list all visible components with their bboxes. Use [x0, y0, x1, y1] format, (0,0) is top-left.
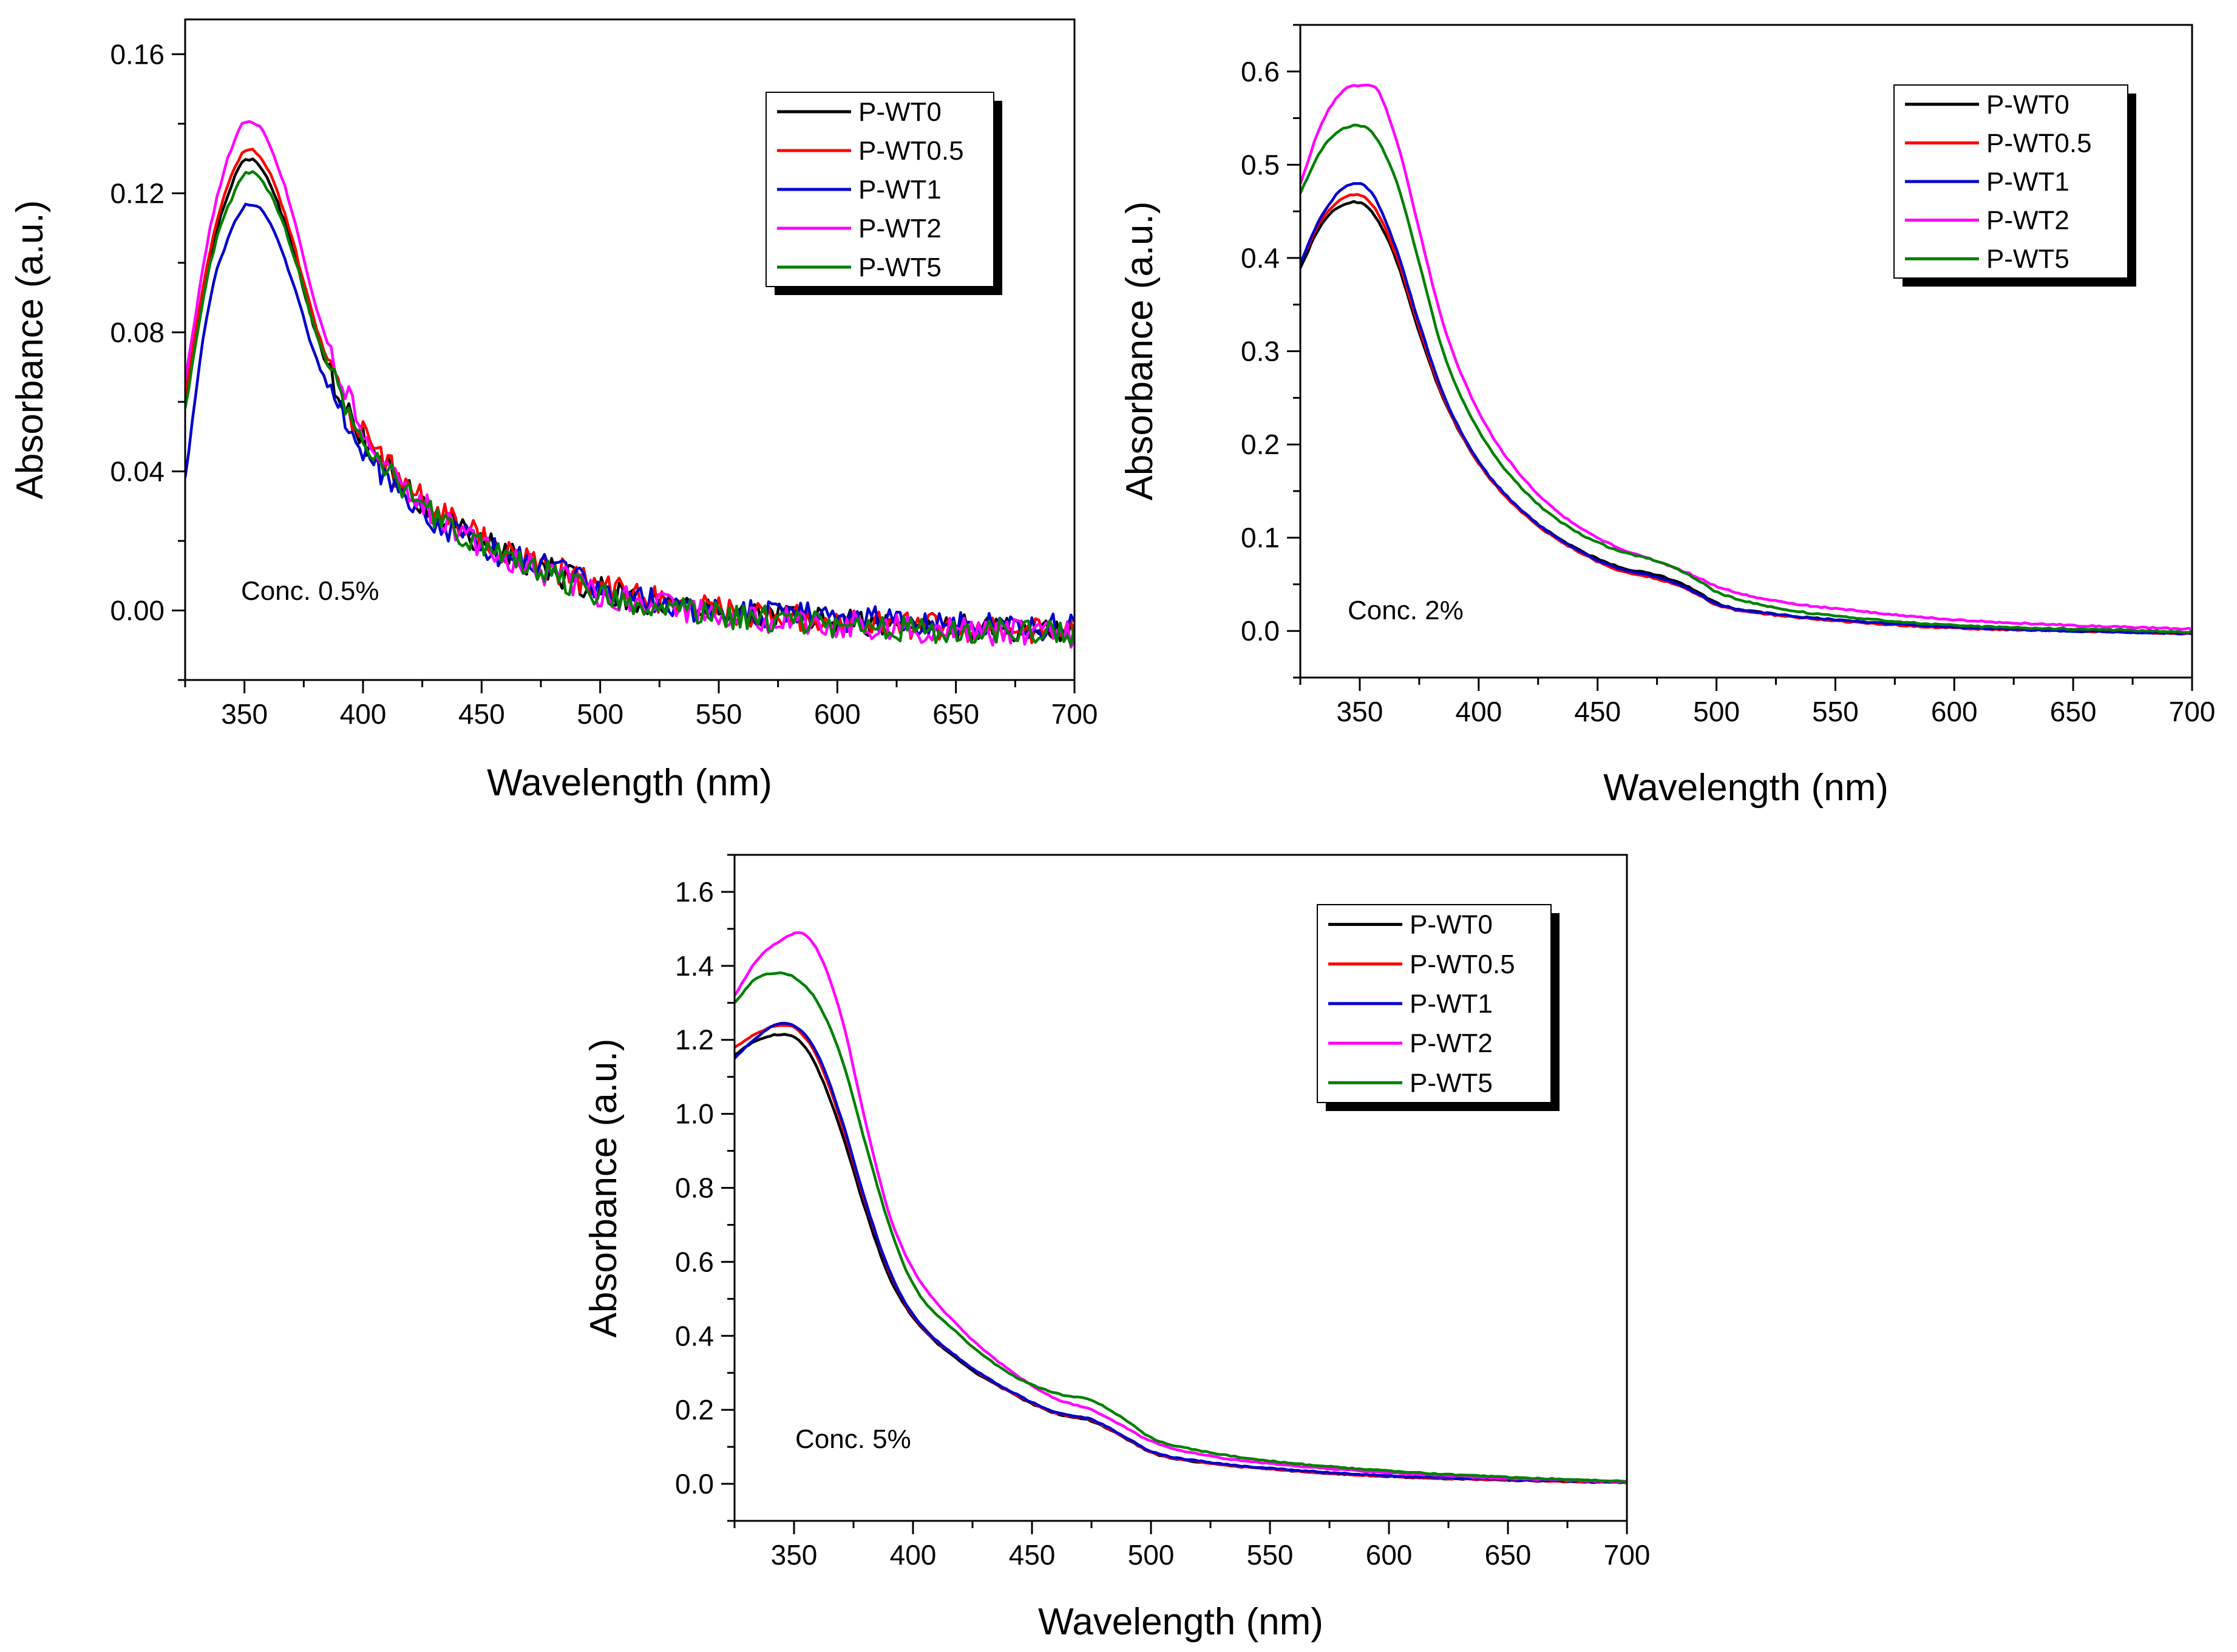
- x-tick-label: 600: [1366, 1539, 1413, 1571]
- legend-box: [765, 92, 994, 287]
- y-tick-label: 0.1: [1241, 522, 1280, 554]
- x-tick-label: 450: [458, 698, 505, 730]
- legend-label: P-WT5: [858, 253, 942, 282]
- y-axis-title: Absorbance (a.u.): [9, 200, 51, 500]
- legend-label: P-WT2: [1986, 206, 2069, 236]
- y-tick-label: 1.2: [675, 1024, 714, 1056]
- y-axis-title: Absorbance (a.u.): [1119, 202, 1161, 501]
- y-axis-title: Absorbance (a.u.): [583, 1039, 625, 1338]
- legend-label: P-WT0.5: [1410, 950, 1515, 979]
- series-line-p-wt2: [1300, 83, 2192, 631]
- x-tick-label: 650: [1485, 1539, 1532, 1571]
- x-tick-label: 400: [890, 1539, 937, 1571]
- concentration-annotation: Conc. 2%: [1348, 596, 1464, 625]
- legend-label: P-WT0.5: [858, 136, 964, 166]
- y-tick-label: 0.16: [110, 38, 165, 70]
- y-tick-label: 0.2: [675, 1394, 714, 1426]
- x-tick-label: 650: [932, 698, 979, 730]
- y-tick-label: 0.5: [1241, 149, 1280, 180]
- y-tick-label: 0.4: [1241, 242, 1280, 274]
- series-group: [1300, 83, 2192, 636]
- series-line-p-wt5: [185, 170, 1074, 647]
- legend-label: P-WT2: [858, 214, 942, 243]
- series-line-p-wt2: [735, 931, 1627, 1484]
- legend-label: P-WT1: [858, 175, 942, 205]
- legend-label: P-WT0: [1986, 90, 2069, 120]
- x-tick-label: 700: [1604, 1539, 1651, 1571]
- series-line-p-wt5: [735, 971, 1627, 1483]
- legend-label: P-WT1: [1986, 167, 2069, 197]
- y-tick-label: 0.00: [110, 594, 165, 626]
- series-line-p-wt1: [735, 1022, 1627, 1484]
- y-tick-label: 1.4: [675, 950, 714, 982]
- y-tick-label: 0.4: [675, 1320, 714, 1351]
- y-tick-label: 0.08: [110, 316, 165, 348]
- y-tick-label: 0.6: [675, 1246, 714, 1277]
- x-tick-label: 450: [1574, 696, 1621, 727]
- x-tick-label: 550: [1247, 1539, 1294, 1571]
- series-line-p-wt5: [1300, 123, 2192, 634]
- chart-panel-1: 350 400 450 500 550 600 650 700 0.00 0.04 0.08 0.12…: [9, 18, 1098, 804]
- x-tick-label: 450: [1009, 1539, 1056, 1571]
- legend-label: P-WT5: [1986, 244, 2069, 274]
- x-tick-label: 700: [1051, 698, 1098, 730]
- x-tick-label: 550: [1812, 696, 1859, 727]
- series-line-p-wt2: [185, 120, 1074, 649]
- series-line-p-wt1: [1300, 182, 2192, 636]
- chart-panel-2: 350 400 450 500 550 600 650 700 0.0 0.1 0.2 0.3 0.4 0…: [1119, 24, 2216, 809]
- x-tick-label: 350: [771, 1539, 818, 1571]
- legend-label: P-WT0.5: [1986, 128, 2092, 158]
- y-tick-label: 0.04: [110, 455, 165, 487]
- x-tick-label: 700: [2169, 696, 2216, 727]
- series-line-p-wt1: [185, 202, 1074, 642]
- plot-frame: [184, 18, 1076, 681]
- x-tick-label: 500: [577, 698, 623, 730]
- y-tick-label: 1.6: [675, 876, 714, 908]
- legend-label: P-WT5: [1410, 1068, 1493, 1098]
- legend-label: P-WT0: [1410, 910, 1493, 940]
- x-axis-title: Wavelength (nm): [1038, 1601, 1323, 1643]
- chart-panel-3: 350 400 450 500 550 600 650 700 0.0 0.2 0.4 0.6 0.8 1…: [583, 854, 1651, 1643]
- legend: P-WT0 P-WT0.5 P-WT1 P-WT2 P-WT5: [1893, 84, 2136, 287]
- x-axis-title: Wavelength (nm): [487, 762, 772, 804]
- x-tick-label: 400: [1455, 696, 1502, 727]
- x-tick-label: 350: [1337, 696, 1383, 727]
- x-tick-label: 600: [814, 698, 861, 730]
- series-group: [185, 120, 1074, 649]
- y-tick-label: 0.6: [1241, 56, 1280, 87]
- series-group: [735, 931, 1627, 1484]
- x-tick-label: 550: [696, 698, 742, 730]
- x-tick-label: 650: [2050, 696, 2097, 727]
- y-tick-label: 0.2: [1241, 429, 1280, 460]
- y-tick-label: 1.0: [675, 1098, 714, 1130]
- y-tick-label: 0.0: [1241, 615, 1280, 647]
- y-tick-label: 0.0: [675, 1468, 714, 1500]
- legend-label: P-WT1: [1410, 989, 1493, 1019]
- concentration-annotation: Conc. 5%: [795, 1424, 911, 1454]
- y-tick-label: 0.3: [1241, 336, 1280, 367]
- x-tick-label: 400: [340, 698, 387, 730]
- legend: P-WT0 P-WT0.5 P-WT1 P-WT2 P-WT5: [765, 92, 1002, 295]
- legend-label: P-WT0: [858, 97, 942, 127]
- x-tick-label: 500: [1128, 1539, 1175, 1571]
- x-tick-label: 500: [1693, 696, 1740, 727]
- x-tick-label: 600: [1931, 696, 1978, 727]
- concentration-annotation: Conc. 0.5%: [241, 576, 379, 606]
- x-tick-label: 350: [221, 698, 268, 730]
- y-tick-label: 0.12: [110, 177, 165, 209]
- x-axis-title: Wavelength (nm): [1603, 767, 1889, 809]
- y-tick-label: 0.8: [675, 1172, 714, 1204]
- legend: P-WT0 P-WT0.5 P-WT1 P-WT2 P-WT5: [1317, 904, 1560, 1111]
- legend-label: P-WT2: [1410, 1028, 1493, 1058]
